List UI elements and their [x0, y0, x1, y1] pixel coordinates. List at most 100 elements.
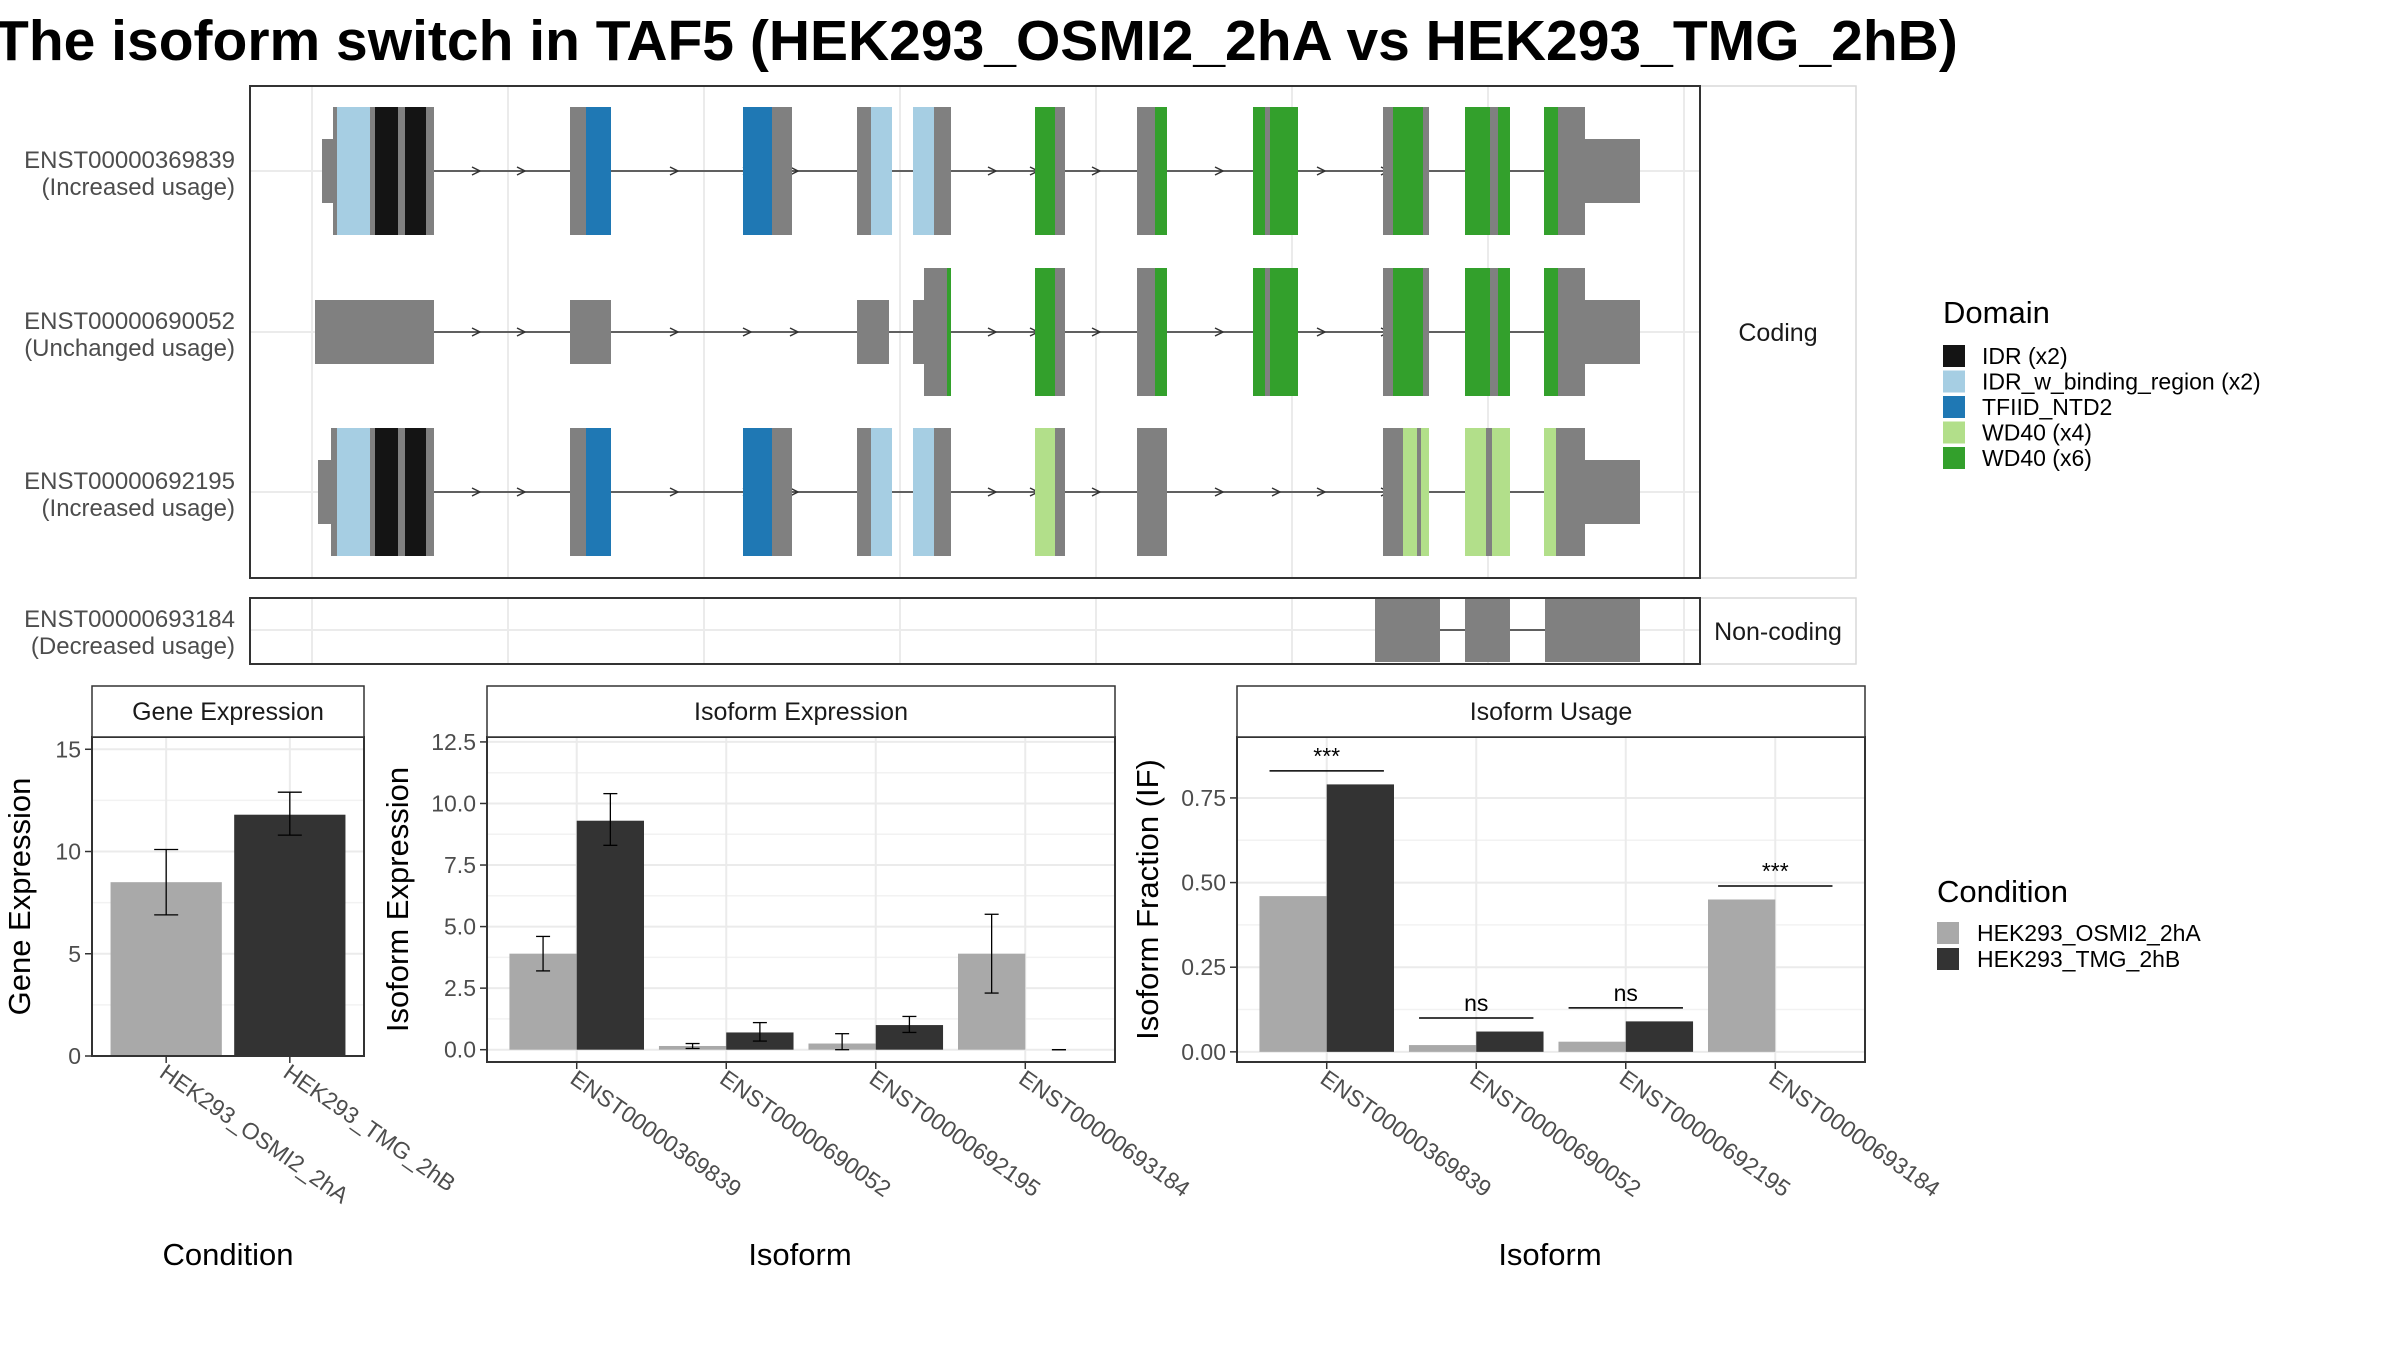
intron-arrow	[742, 327, 753, 337]
bar	[234, 814, 346, 1056]
exon	[934, 428, 951, 556]
isoform-label: ENST00000690052	[24, 308, 235, 335]
intron-arrow	[1316, 487, 1327, 497]
y-tick-label: 0.25	[1181, 954, 1226, 980]
bar	[1408, 1045, 1477, 1052]
domain-wd40	[1253, 268, 1298, 396]
y-tick-label: 0.00	[1181, 1039, 1226, 1065]
y-tick-label: 12.5	[431, 729, 476, 755]
isoform-usage-note: (Increased usage)	[42, 174, 235, 201]
exon	[772, 107, 792, 235]
y-tick-label: 2.5	[444, 975, 476, 1001]
intron-arrow	[516, 327, 527, 337]
exon	[1055, 107, 1065, 235]
exon	[1383, 107, 1393, 235]
intron-arrow	[1316, 166, 1327, 176]
y-tick-label: 5.0	[444, 914, 476, 940]
panel-title: Isoform Usage	[1470, 698, 1633, 726]
isoform-usage-note: (Unchanged usage)	[24, 335, 235, 362]
condition-legend-label: HEK293_TMG_2hB	[1977, 946, 2180, 972]
domain-legend-title: Domain	[1943, 295, 2050, 330]
intron-arrow	[789, 327, 800, 337]
exon	[1585, 139, 1640, 203]
exon	[1423, 268, 1429, 396]
x-axis-title: Isoform	[748, 1237, 851, 1272]
exon	[1423, 107, 1429, 235]
exon	[1383, 428, 1403, 556]
exon	[1585, 460, 1640, 524]
domain-legend-label: TFIID_NTD2	[1982, 394, 2112, 420]
exon	[570, 107, 590, 235]
structure-panel-border	[249, 85, 1701, 579]
y-tick-label: 0.75	[1181, 785, 1226, 811]
domain-wd40	[1498, 107, 1510, 235]
intron-arrow	[1091, 327, 1102, 337]
domain-wd40-light	[1492, 428, 1510, 556]
domain-wd40	[1393, 268, 1423, 396]
intron-arrow	[987, 166, 998, 176]
domain-wd40	[1035, 268, 1055, 396]
x-axis-title: Condition	[163, 1237, 294, 1272]
domain-idr-binding	[913, 107, 934, 235]
bar	[1708, 899, 1776, 1052]
domain-wd40	[1465, 107, 1490, 235]
significance-label: ns	[1464, 990, 1488, 1016]
intron-arrow	[669, 166, 680, 176]
intron-arrow	[669, 327, 680, 337]
exon	[1486, 428, 1492, 556]
bar-chart-panels: Gene Expression051015HEK293_OSMI2_2hAHEK…	[2, 685, 1945, 1272]
structure-panel-border	[249, 597, 1701, 665]
domain-idr-binding	[871, 428, 892, 556]
domain-wd40	[1155, 268, 1167, 396]
domain-idr	[375, 107, 398, 235]
intron-arrow	[471, 166, 482, 176]
condition-legend-key	[1937, 922, 1959, 944]
panel-title-strip	[91, 685, 365, 738]
x-axis-title: Isoform	[1498, 1237, 1601, 1272]
bar	[1625, 1021, 1694, 1052]
domain-wd40	[1155, 107, 1167, 235]
facet-strip	[1699, 85, 1857, 579]
domain-wd40-light	[1465, 428, 1486, 556]
domain-idr	[405, 428, 426, 556]
y-tick-label: 10.0	[431, 790, 476, 816]
y-axis-title: Gene Expression	[2, 778, 37, 1016]
domain-idr	[405, 107, 426, 235]
y-tick-label: 0.50	[1181, 870, 1226, 896]
bar	[1259, 896, 1327, 1052]
intron-arrow	[471, 327, 482, 337]
domain-wd40	[947, 268, 951, 396]
exon	[1055, 428, 1065, 556]
domain-idr-binding	[871, 107, 892, 235]
domain-wd40	[1393, 107, 1423, 235]
exon	[857, 107, 871, 235]
domain-legend-label: IDR_w_binding_region (x2)	[1982, 369, 2261, 395]
isoform-usage-note: (Increased usage)	[42, 495, 235, 522]
bar-panel: Gene Expression051015HEK293_OSMI2_2hAHEK…	[2, 685, 460, 1272]
domain-wd40-light	[1035, 428, 1055, 556]
domain-legend-label: WD40 (x4)	[1982, 420, 2092, 446]
domain-tfiid-ntd2	[586, 107, 611, 235]
domain-legend-key	[1943, 421, 1965, 444]
intron-arrow	[1214, 487, 1225, 497]
domain-wd40-light	[1403, 428, 1429, 556]
domain-wd40	[1544, 268, 1558, 396]
isoform-label: ENST00000692195	[24, 468, 235, 495]
condition-legend-title: Condition	[1937, 874, 2068, 909]
domain-legend-key	[1943, 396, 1965, 418]
y-axis-title: Isoform Expression	[380, 767, 415, 1032]
intron-arrow	[789, 487, 800, 497]
panel-title-strip	[486, 685, 1116, 738]
domain-tfiid-ntd2	[743, 107, 772, 235]
intron-arrow	[669, 487, 680, 497]
domain-wd40	[1465, 268, 1490, 396]
domain-idr-binding	[913, 428, 934, 556]
exon	[1490, 107, 1498, 235]
y-tick-label: 0.0	[444, 1037, 476, 1063]
domain-idr	[375, 428, 398, 556]
exon	[1375, 598, 1440, 662]
significance-label: ***	[1313, 743, 1340, 769]
exon	[570, 428, 590, 556]
y-tick-label: 10	[55, 839, 81, 865]
domain-legend-label: IDR (x2)	[1982, 343, 2068, 369]
